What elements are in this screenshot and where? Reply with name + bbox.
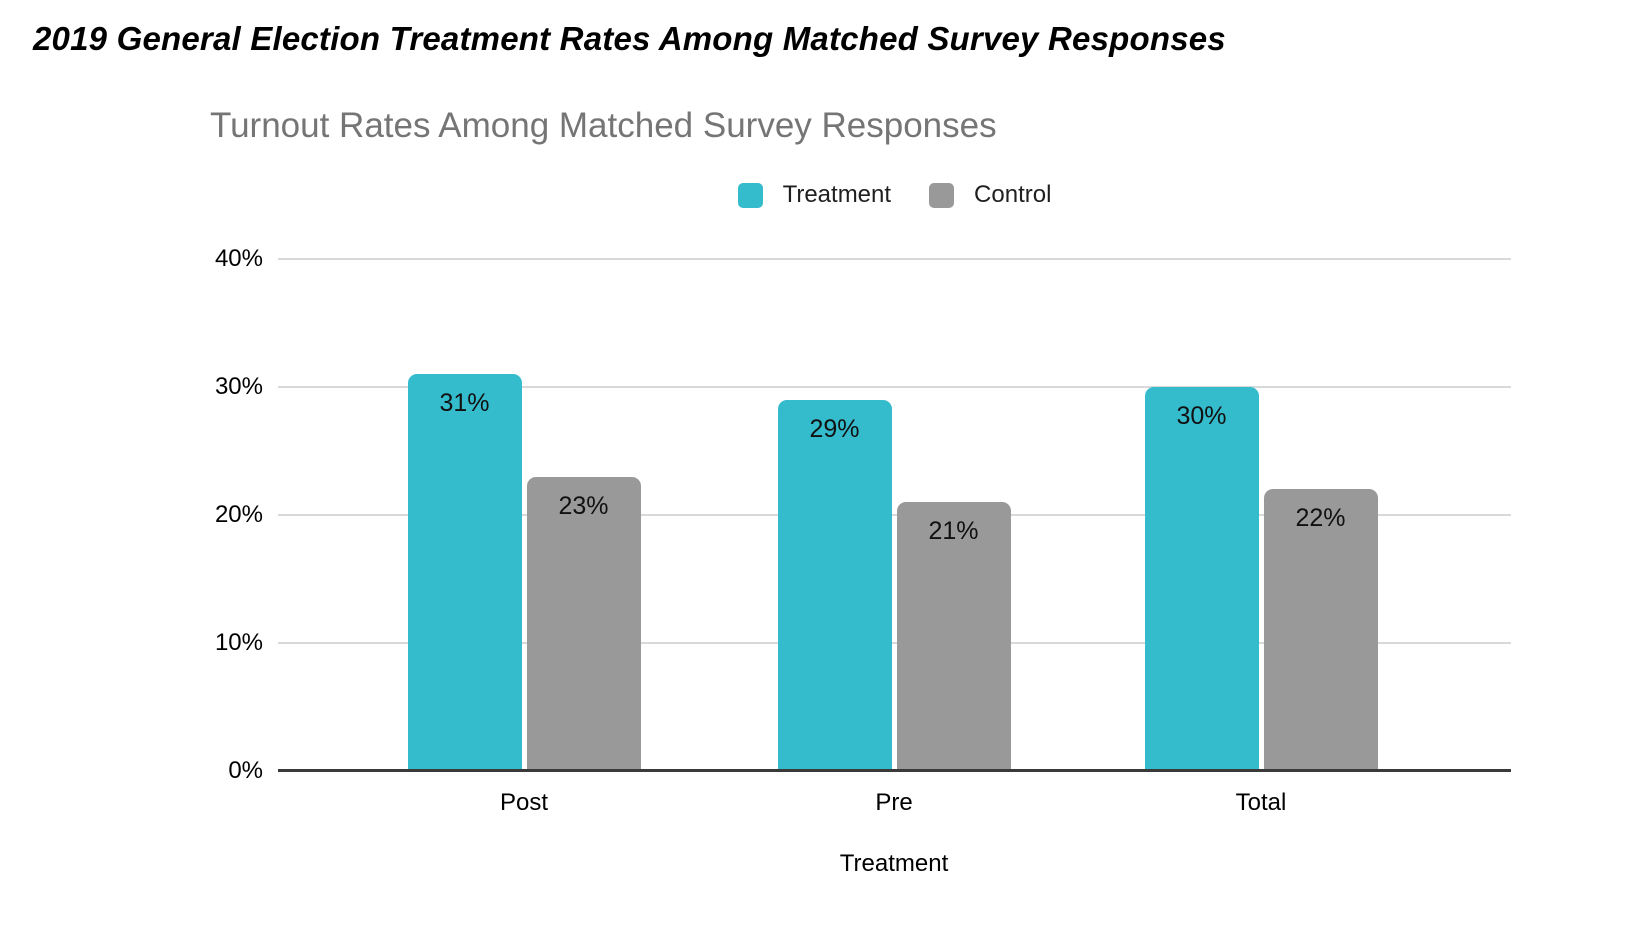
bar-control-post: 23% — [526, 476, 641, 771]
x-axis-category-label: Pre — [875, 789, 913, 816]
bar-control-pre: 21% — [896, 502, 1011, 771]
x-axis-title: Treatment — [839, 850, 949, 877]
bar-treatment-total: 30% — [1144, 387, 1259, 771]
legend-swatch-control — [929, 182, 955, 208]
legend-label: Control — [974, 181, 1052, 208]
bar-treatment-pre: 29% — [777, 399, 892, 771]
gridline-40% — [278, 258, 1511, 260]
x-axis-line — [278, 769, 1511, 772]
gridline-20% — [278, 514, 1511, 516]
bar-value-label: 22% — [1295, 504, 1346, 533]
x-axis-category-label: Total — [1235, 789, 1287, 816]
y-axis-tick-label: 40% — [214, 245, 263, 272]
legend-entry-treatment: Treatment — [737, 181, 892, 209]
y-axis-tick-label: 30% — [214, 373, 263, 400]
bar-value-label: 21% — [928, 517, 979, 546]
bar-value-label: 29% — [809, 414, 860, 443]
gridline-30% — [278, 386, 1511, 388]
bar-value-label: 31% — [439, 389, 490, 418]
chart-legend: Treatment Control — [278, 181, 1511, 209]
bar-control-total: 22% — [1263, 489, 1378, 771]
y-axis-tick-label: 0% — [228, 757, 263, 784]
page-title: 2019 General Election Treatment Rates Am… — [33, 20, 1226, 57]
plot-area: 0% 10% 20% 30% 40% 31% 23% Post 29% 21% Pre 30% 22% T… — [215, 245, 1511, 816]
bar-value-label: 30% — [1176, 402, 1227, 430]
legend-swatch-treatment — [737, 182, 763, 208]
x-axis-category-label: Post — [499, 789, 549, 816]
legend-label: Treatment — [782, 181, 892, 208]
legend-entry-control: Control — [929, 181, 1051, 209]
bar-treatment-post: 31% — [407, 374, 522, 771]
chart-title: Turnout Rates Among Matched Survey Respo… — [210, 106, 997, 145]
y-axis-tick-label: 20% — [214, 501, 263, 528]
gridline-10% — [278, 642, 1511, 644]
bar-value-label: 23% — [558, 491, 609, 520]
y-axis-tick-label: 10% — [214, 629, 263, 656]
